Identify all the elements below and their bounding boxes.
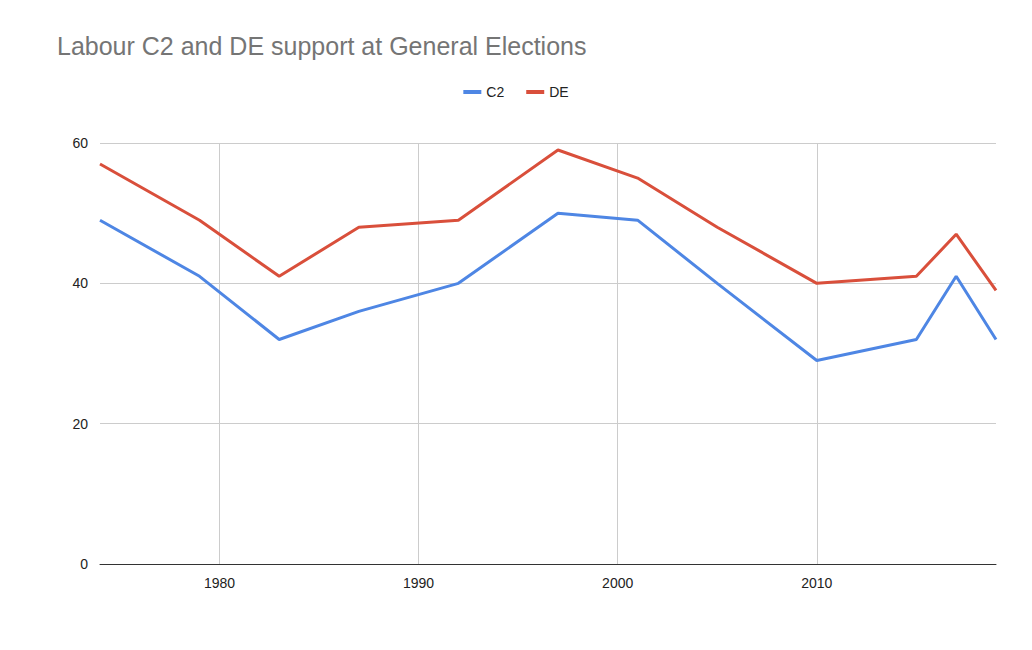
svg-text:Labour C2 and DE support at Ge: Labour C2 and DE support at General Elec… (57, 32, 586, 60)
svg-text:DE: DE (549, 84, 568, 100)
svg-text:60: 60 (72, 135, 88, 151)
svg-text:C2: C2 (486, 84, 504, 100)
svg-text:0: 0 (80, 556, 88, 572)
svg-text:1980: 1980 (204, 575, 235, 591)
svg-text:2000: 2000 (602, 575, 633, 591)
svg-text:1990: 1990 (403, 575, 434, 591)
svg-text:40: 40 (72, 275, 88, 291)
svg-text:2010: 2010 (801, 575, 832, 591)
svg-text:20: 20 (72, 416, 88, 432)
